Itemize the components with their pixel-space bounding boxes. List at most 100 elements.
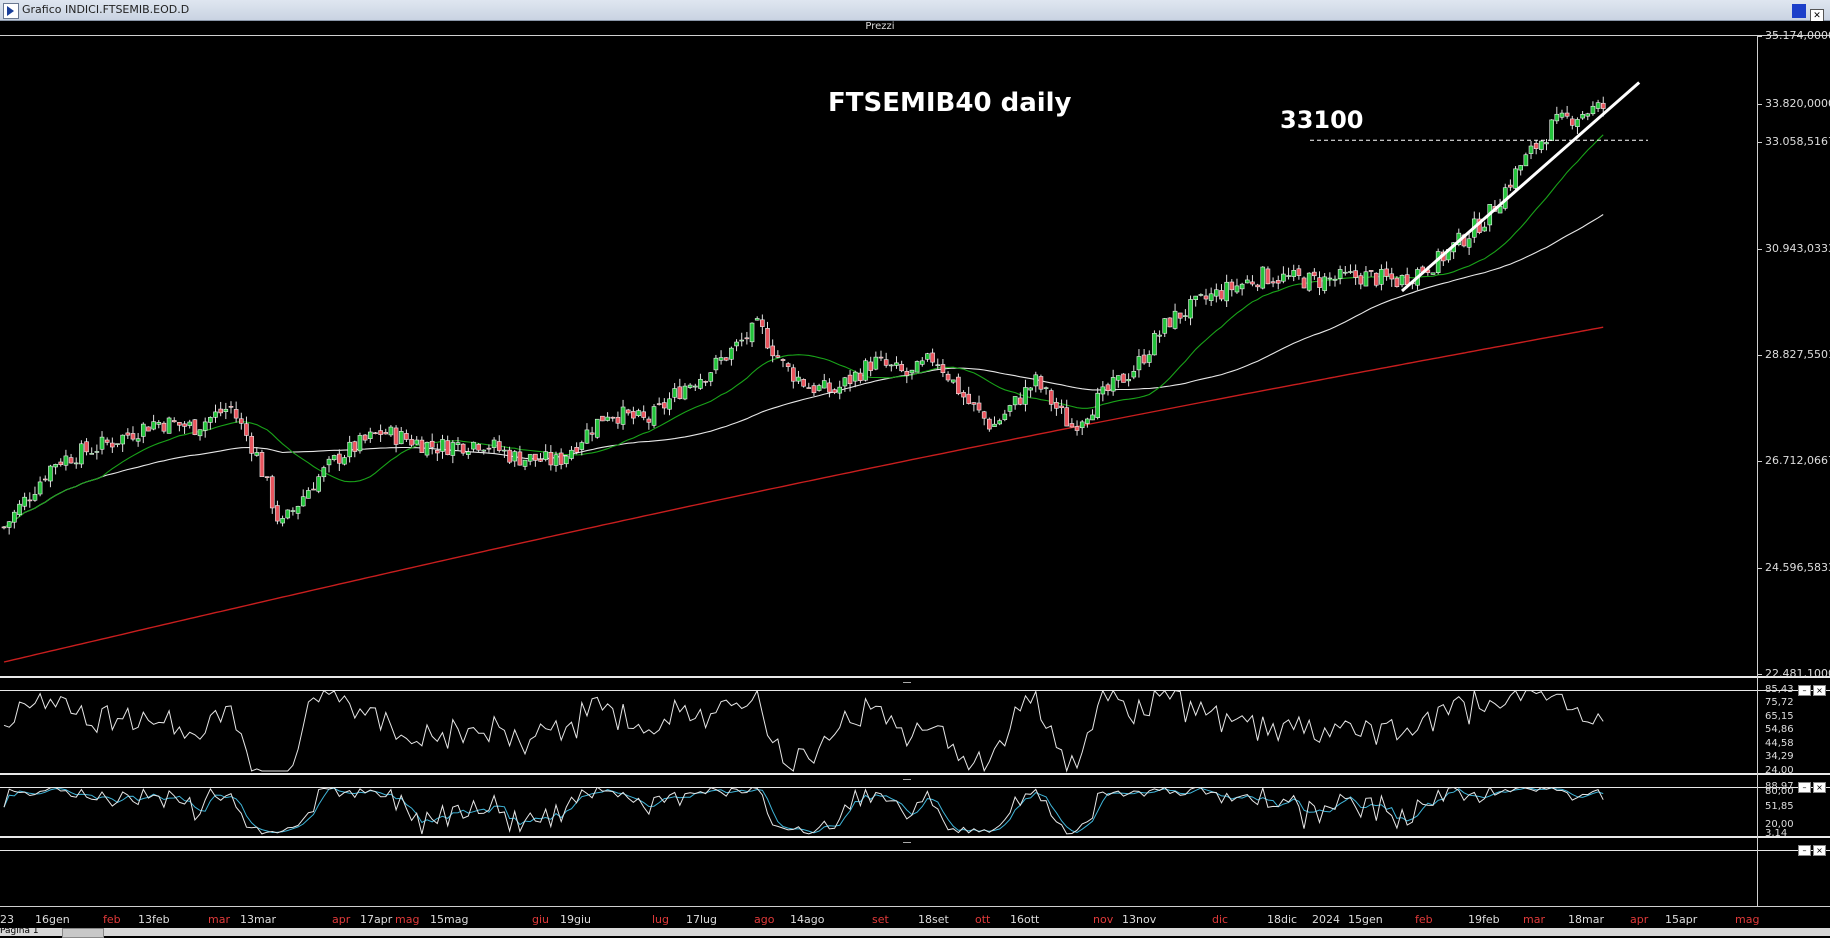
panel-divider-stoch[interactable]: – ×: [0, 773, 1830, 793]
candle-body: [1007, 405, 1013, 412]
candle-body: [1239, 283, 1245, 290]
panel-minimize-button[interactable]: –: [1798, 782, 1811, 793]
candle-body: [692, 385, 698, 388]
candle-body: [120, 434, 125, 445]
panel-close-button[interactable]: ×: [1813, 845, 1826, 856]
candle-body: [182, 423, 187, 427]
candle-body: [223, 408, 229, 412]
candle-body: [1353, 270, 1358, 278]
candle-body: [801, 379, 806, 387]
candle-body: [919, 360, 925, 365]
candle-body: [914, 361, 920, 373]
x-axis-label: mag: [1735, 913, 1760, 926]
candle-body: [1306, 272, 1312, 291]
price-axis-label: 24.596,5833: [1765, 560, 1830, 574]
candle-body: [677, 386, 683, 399]
candle-body: [94, 451, 100, 453]
trendline: [1401, 81, 1641, 293]
x-axis-label: lug: [652, 913, 670, 926]
rsi-axis-label: 65,15: [1765, 710, 1794, 722]
divider-grip[interactable]: [903, 682, 911, 685]
candle-body: [1343, 271, 1348, 274]
candle-body: [58, 461, 64, 465]
candle-body: [651, 406, 657, 426]
candle-body: [218, 408, 223, 414]
candle-body: [780, 359, 786, 361]
panel-close-button[interactable]: ×: [1813, 782, 1826, 793]
candle-body: [471, 441, 476, 450]
candle-body: [1590, 105, 1596, 115]
candle-body: [414, 439, 420, 445]
candle-body: [1600, 102, 1606, 109]
candle-body: [672, 388, 677, 398]
candle-body: [1012, 396, 1018, 406]
panel-minimize-button[interactable]: –: [1798, 685, 1811, 696]
candle-body: [1580, 114, 1585, 119]
x-axis-label: 14ago: [790, 913, 825, 926]
candle-body: [997, 420, 1002, 425]
candle-body: [1090, 414, 1095, 421]
x-axis-label: 17apr: [360, 913, 393, 926]
candle-body: [42, 478, 48, 481]
divider-grip[interactable]: [903, 779, 911, 782]
candle-body: [594, 418, 600, 438]
candle-body: [1064, 407, 1070, 427]
candle-body: [858, 372, 863, 381]
candle-body: [1100, 386, 1106, 395]
candle-body: [1116, 375, 1121, 381]
candle-body: [574, 447, 579, 453]
candle-body: [63, 455, 69, 466]
panel-minimize-button[interactable]: –: [1798, 845, 1811, 856]
candle-body: [269, 476, 275, 509]
x-axis-label: feb: [103, 913, 121, 926]
candle-body: [564, 455, 569, 465]
candle-body: [1017, 397, 1023, 405]
candle-body: [22, 496, 27, 507]
candle-body: [1141, 354, 1147, 364]
rsi-axis-label: 24,00: [1765, 765, 1794, 776]
candle-body: [1038, 376, 1044, 390]
panel-divider-rsi[interactable]: – ×: [0, 676, 1830, 696]
candle-body: [847, 374, 853, 385]
candle-body: [667, 398, 672, 410]
chart-title-annotation: FTSEMIB40 daily: [828, 88, 1072, 118]
candle-body: [1069, 423, 1075, 428]
panel-close-button[interactable]: ×: [1813, 685, 1826, 696]
candle-body: [130, 433, 136, 440]
candle-body: [956, 376, 961, 395]
candle-body: [605, 416, 610, 421]
candle-body: [491, 439, 497, 448]
candle-body: [166, 417, 172, 434]
divider-grip[interactable]: [903, 842, 911, 845]
candle-body: [703, 381, 708, 383]
ma-slow-line: [3, 326, 1604, 663]
candle-body: [362, 434, 368, 441]
candle-body: [749, 322, 755, 343]
candle-body: [1229, 281, 1235, 291]
panel-divider-empty[interactable]: – ×: [0, 836, 1830, 856]
candle-body: [1059, 405, 1064, 409]
x-axis-label: 15mag: [430, 913, 469, 926]
candle-body: [177, 422, 182, 426]
price-panel-title: Prezzi: [865, 21, 895, 32]
candle-body: [259, 452, 265, 478]
candle-body: [1554, 113, 1560, 122]
candle-body: [904, 371, 910, 376]
candle-body: [290, 510, 296, 512]
page-tab[interactable]: [62, 928, 104, 938]
x-axis-label: ago: [754, 913, 775, 926]
candle-body: [522, 459, 528, 467]
candle-body: [584, 429, 590, 444]
price-axis-tick: [1757, 674, 1762, 675]
candle-body: [1569, 118, 1575, 126]
candle-body: [723, 357, 729, 361]
rsi-axis-label: 34,29: [1765, 751, 1794, 763]
restore-button[interactable]: [1792, 4, 1806, 18]
candle-body: [1121, 373, 1126, 383]
candle-body: [930, 352, 935, 363]
candle-body: [1244, 279, 1250, 284]
x-axis-label: 19feb: [1468, 913, 1500, 926]
candle-body: [1399, 275, 1405, 286]
candle-body: [249, 435, 254, 454]
